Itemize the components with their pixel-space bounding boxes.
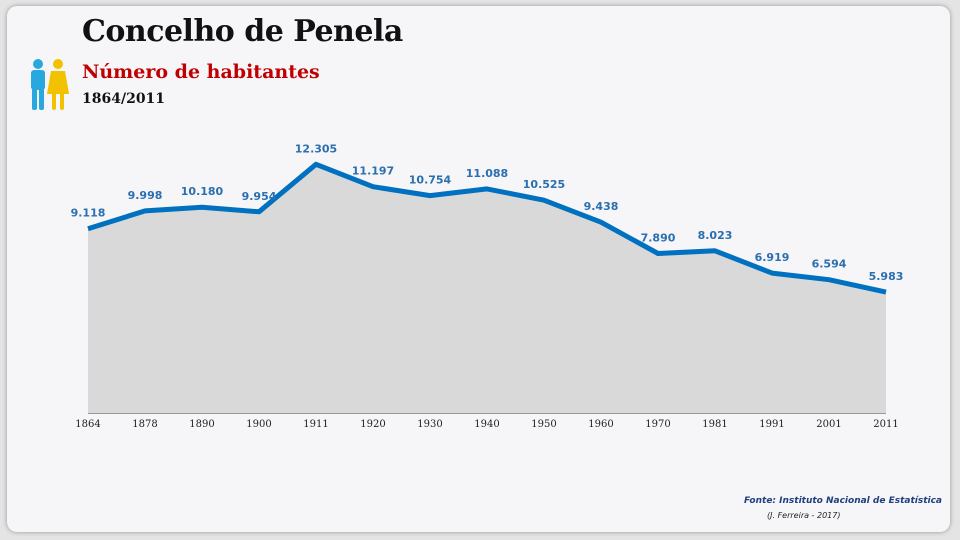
x-tick-label: 1950 [531, 419, 556, 430]
x-tick-label: 2001 [816, 419, 841, 430]
data-label: 9.438 [584, 200, 619, 213]
x-tick-label: 1940 [474, 419, 499, 430]
data-label: 11.197 [352, 165, 394, 178]
people-icon [31, 59, 69, 110]
page-title: Concelho de Penela [82, 14, 403, 49]
x-tick-label: 1960 [588, 419, 613, 430]
data-label: 10.525 [523, 178, 565, 191]
x-tick-label: 1920 [360, 419, 385, 430]
data-label: 12.305 [295, 142, 337, 155]
data-label: 9.118 [71, 207, 106, 220]
x-tick-label: 1900 [246, 419, 271, 430]
data-label: 7.890 [641, 232, 676, 245]
data-label: 5.983 [869, 270, 904, 283]
chart-subtitle: Número de habitantes [82, 61, 320, 83]
x-tick-label: 1970 [645, 419, 670, 430]
data-label: 10.180 [181, 185, 224, 198]
data-label: 10.754 [409, 174, 452, 187]
x-tick-label: 1878 [132, 419, 157, 430]
x-tick-label: 1890 [189, 419, 214, 430]
period-label: 1864/2011 [82, 91, 166, 107]
data-label: 9.998 [128, 189, 163, 202]
x-tick-label: 1981 [702, 419, 727, 430]
x-tick-label: 1930 [417, 419, 442, 430]
data-label: 8.023 [698, 229, 733, 242]
x-tick-label: 1911 [303, 419, 328, 430]
area-fill [88, 164, 886, 413]
x-tick-label: 1864 [75, 419, 100, 430]
author-note: (J. Ferreira - 2017) [767, 511, 841, 520]
data-label: 6.594 [812, 258, 847, 271]
x-tick-label: 2011 [873, 419, 898, 430]
x-tick-label: 1991 [759, 419, 784, 430]
data-label: 6.919 [755, 251, 790, 264]
source-note: Fonte: Instituto Nacional de Estatística [743, 496, 942, 506]
data-label: 11.088 [466, 167, 508, 180]
data-label: 9.954 [242, 190, 277, 203]
